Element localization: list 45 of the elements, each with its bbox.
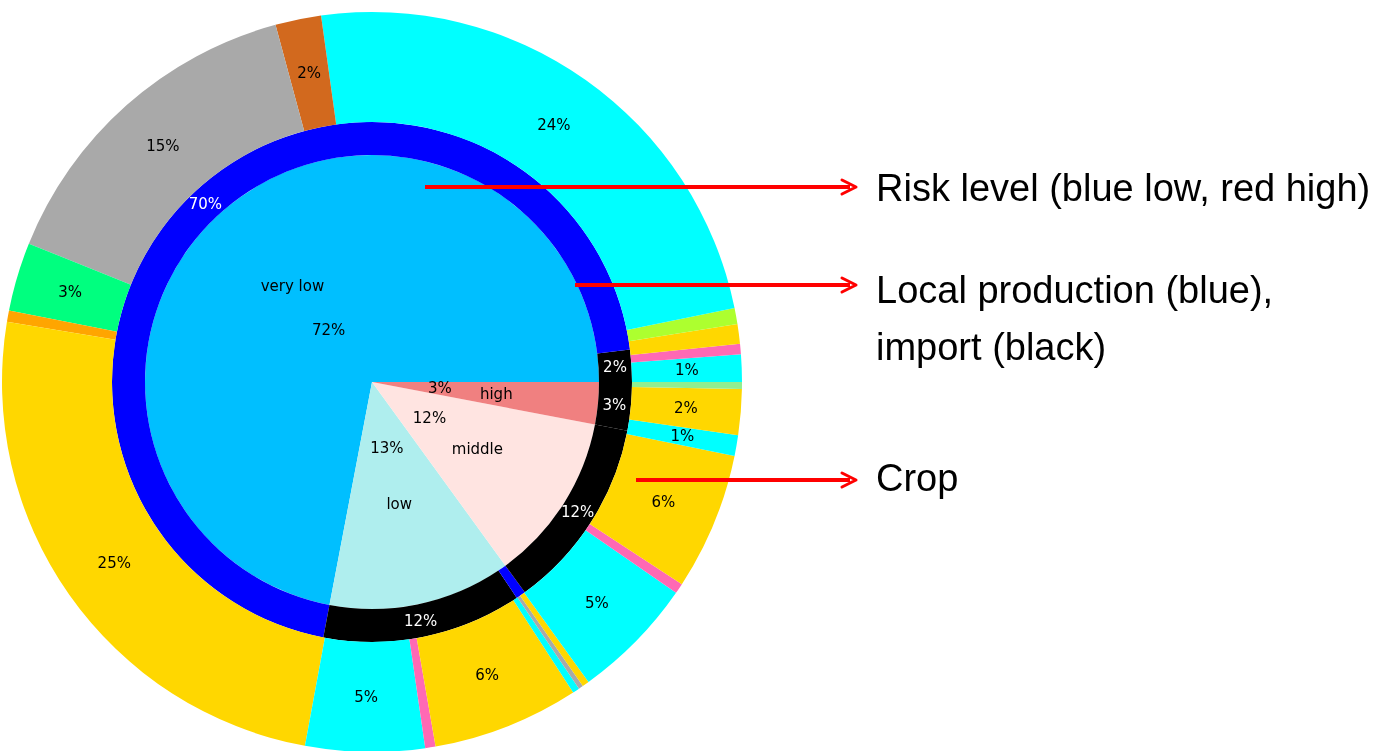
slice-label: high [479,384,513,403]
data-label: 70% [188,195,222,214]
donut-slice [626,308,738,342]
slice-label: very low [260,276,325,295]
slice-label: middle [451,439,504,458]
data-label: 6% [651,492,676,511]
donut-slice [275,15,337,131]
data-label: 25% [97,554,131,573]
data-label: 24% [537,115,571,134]
data-label: 6% [475,666,499,685]
data-label: 2% [603,357,627,376]
data-label: 1% [674,361,699,380]
pie-slice [372,382,595,566]
pie-slice [372,382,599,425]
donut-slice [626,419,739,456]
text: Risk level (blue low, red high) [876,166,1372,211]
data-label: 12% [403,611,438,630]
donut-slice [628,324,741,356]
donut-slice [304,637,426,751]
donut-slice [409,638,436,749]
text: Local production (blue), import (black) [876,268,1275,370]
data-label: 3% [602,395,627,414]
data-label: 5% [584,593,609,612]
donut-slice [631,354,742,382]
data-label: 5% [354,687,378,706]
donut-slice [585,524,682,593]
donut-slice [6,310,117,340]
text: Crop [876,456,960,501]
data-label: 2% [297,64,321,83]
data-label: 12% [560,503,595,522]
donut-slice [631,382,742,389]
data-label: 1% [670,427,695,446]
donut-slice [524,530,677,683]
donut-slice [630,343,741,363]
donut-slice [323,570,517,642]
data-label: 3% [58,283,82,302]
donut-slice [498,565,525,598]
slice-label: low [386,494,413,513]
data-label: 2% [674,398,698,417]
data-label: 72% [311,320,346,339]
data-label: 3% [427,379,452,398]
data-label: 12% [412,409,447,428]
donut-slice [9,243,131,332]
data-label: 13% [370,439,404,458]
data-label: 15% [146,137,180,156]
